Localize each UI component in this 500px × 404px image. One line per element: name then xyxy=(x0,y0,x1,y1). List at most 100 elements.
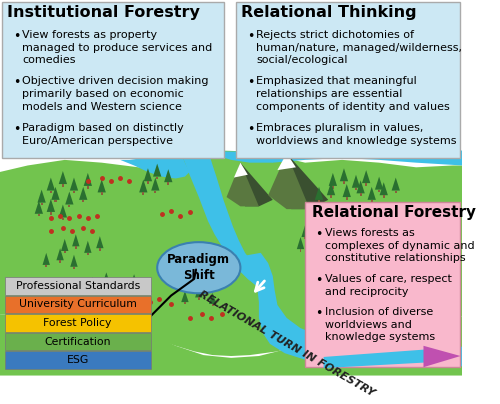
Polygon shape xyxy=(297,237,304,249)
Polygon shape xyxy=(330,256,332,258)
Polygon shape xyxy=(147,181,149,184)
Text: ESG: ESG xyxy=(66,355,89,365)
Text: Objective driven decision making
primarily based on economic
models and Western : Objective driven decision making primari… xyxy=(22,76,208,112)
Polygon shape xyxy=(324,349,426,368)
Text: Relational Forestry: Relational Forestry xyxy=(312,204,476,219)
FancyBboxPatch shape xyxy=(2,2,224,158)
Polygon shape xyxy=(336,234,344,246)
Polygon shape xyxy=(142,192,144,195)
Polygon shape xyxy=(341,262,343,265)
Polygon shape xyxy=(356,180,365,194)
Polygon shape xyxy=(234,163,248,177)
Text: •: • xyxy=(316,274,322,287)
Polygon shape xyxy=(4,351,150,369)
Text: Forest Policy: Forest Policy xyxy=(44,318,112,328)
Polygon shape xyxy=(278,154,296,170)
Polygon shape xyxy=(424,346,461,367)
Text: •: • xyxy=(316,307,322,320)
Polygon shape xyxy=(87,186,89,189)
Polygon shape xyxy=(328,244,334,256)
Polygon shape xyxy=(365,183,367,186)
Polygon shape xyxy=(102,272,110,284)
FancyBboxPatch shape xyxy=(305,202,460,367)
Polygon shape xyxy=(38,189,46,203)
FancyBboxPatch shape xyxy=(236,2,460,158)
Text: Rejects strict dichotomies of
human/nature, managed/wilderness,
social/ecologica: Rejects strict dichotomies of human/natu… xyxy=(256,30,462,65)
Polygon shape xyxy=(338,250,346,262)
Polygon shape xyxy=(96,236,104,248)
Polygon shape xyxy=(198,297,200,300)
Polygon shape xyxy=(147,292,149,294)
Polygon shape xyxy=(392,177,400,191)
Polygon shape xyxy=(352,175,360,188)
Polygon shape xyxy=(4,296,150,313)
Polygon shape xyxy=(58,171,67,184)
Polygon shape xyxy=(268,154,310,209)
Polygon shape xyxy=(73,191,75,193)
Polygon shape xyxy=(164,169,172,182)
Polygon shape xyxy=(52,187,60,200)
Polygon shape xyxy=(316,248,322,260)
Text: Inclusion of diverse
worldviews and
knowledge systems: Inclusion of diverse worldviews and know… xyxy=(324,307,434,342)
Polygon shape xyxy=(50,212,52,215)
Polygon shape xyxy=(46,177,55,191)
Polygon shape xyxy=(264,146,462,166)
Ellipse shape xyxy=(157,242,240,293)
Polygon shape xyxy=(4,333,150,350)
Polygon shape xyxy=(328,239,329,241)
Polygon shape xyxy=(212,304,214,306)
Text: •: • xyxy=(247,76,254,89)
Polygon shape xyxy=(204,152,278,163)
Polygon shape xyxy=(38,214,40,217)
Text: Paradigm
Shift: Paradigm Shift xyxy=(168,253,230,282)
Polygon shape xyxy=(240,163,273,206)
Polygon shape xyxy=(120,152,190,179)
Polygon shape xyxy=(286,154,329,209)
Polygon shape xyxy=(327,182,335,195)
Polygon shape xyxy=(316,232,317,235)
Polygon shape xyxy=(167,182,170,185)
Polygon shape xyxy=(394,191,397,193)
Polygon shape xyxy=(324,227,332,239)
Polygon shape xyxy=(342,184,351,197)
Polygon shape xyxy=(72,234,80,246)
Polygon shape xyxy=(343,181,345,184)
Polygon shape xyxy=(184,302,186,304)
Text: RELATIONAL TURN IN FORESTRY: RELATIONAL TURN IN FORESTRY xyxy=(197,289,376,399)
Polygon shape xyxy=(328,251,329,253)
Polygon shape xyxy=(180,152,273,286)
Polygon shape xyxy=(4,277,150,295)
Polygon shape xyxy=(62,217,64,220)
Polygon shape xyxy=(61,239,68,251)
Text: Embraces pluralism in values,
worldviews and knowledge systems: Embraces pluralism in values, worldviews… xyxy=(256,123,456,145)
Polygon shape xyxy=(65,191,74,204)
Polygon shape xyxy=(120,290,121,292)
Text: •: • xyxy=(247,30,254,43)
Polygon shape xyxy=(46,199,55,212)
Polygon shape xyxy=(346,197,348,200)
Polygon shape xyxy=(89,277,96,288)
Polygon shape xyxy=(195,286,202,297)
Polygon shape xyxy=(226,163,259,206)
Polygon shape xyxy=(98,179,106,192)
Polygon shape xyxy=(50,191,52,193)
Polygon shape xyxy=(79,187,88,200)
Polygon shape xyxy=(84,241,92,253)
Polygon shape xyxy=(42,253,50,265)
Polygon shape xyxy=(318,260,320,263)
Text: Certification: Certification xyxy=(44,337,111,347)
Text: •: • xyxy=(13,76,20,89)
Polygon shape xyxy=(99,248,101,250)
Polygon shape xyxy=(151,177,160,191)
Polygon shape xyxy=(304,237,306,240)
Polygon shape xyxy=(84,173,92,186)
Polygon shape xyxy=(340,168,348,181)
Polygon shape xyxy=(230,253,462,366)
Text: View forests as property
managed to produce services and
comedies: View forests as property managed to prod… xyxy=(22,30,212,65)
Polygon shape xyxy=(58,204,67,217)
Polygon shape xyxy=(56,248,64,260)
Polygon shape xyxy=(380,182,388,195)
Polygon shape xyxy=(82,200,84,202)
Polygon shape xyxy=(360,194,362,196)
Polygon shape xyxy=(70,255,78,267)
